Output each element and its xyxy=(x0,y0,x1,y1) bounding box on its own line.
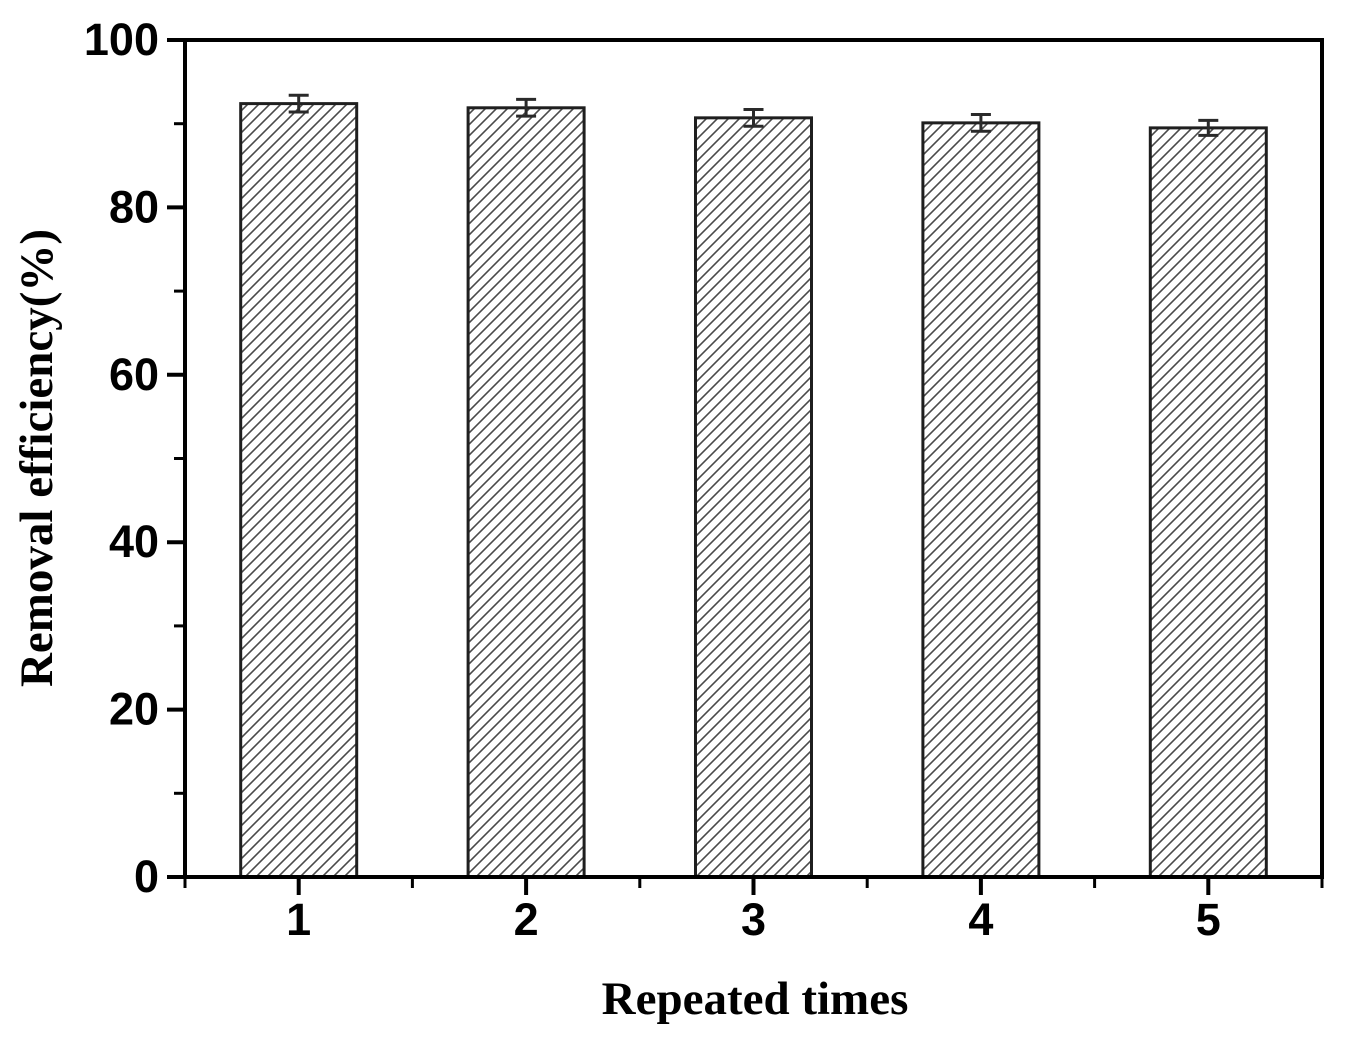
x-tick-label: 3 xyxy=(741,894,766,945)
x-axis-ticks xyxy=(183,877,1324,895)
bar xyxy=(239,102,359,879)
bar xyxy=(694,116,813,879)
x-tick-label: 5 xyxy=(1196,894,1221,945)
y-tick-label: 0 xyxy=(134,851,159,902)
y-tick-label: 100 xyxy=(84,14,159,65)
y-tick-labels: 0 20 40 60 80 100 xyxy=(84,14,159,902)
y-tick-label: 20 xyxy=(109,684,159,735)
bar xyxy=(921,121,1041,879)
y-tick-label: 60 xyxy=(109,349,159,400)
y-tick-label: 80 xyxy=(109,181,159,232)
bar xyxy=(466,106,586,879)
error-bars-group xyxy=(288,93,1219,137)
bar xyxy=(1148,126,1268,879)
y-tick-label: 40 xyxy=(109,516,159,567)
x-tick-labels: 1 2 3 4 5 xyxy=(286,894,1221,945)
bars-group xyxy=(239,102,1268,879)
y-axis-title: Removal efficiency(%) xyxy=(11,229,63,687)
x-tick-label: 2 xyxy=(514,894,539,945)
y-axis-ticks xyxy=(167,38,185,879)
x-axis-title: Repeated times xyxy=(602,973,909,1025)
x-tick-label: 1 xyxy=(286,894,311,945)
x-tick-label: 4 xyxy=(968,894,993,945)
